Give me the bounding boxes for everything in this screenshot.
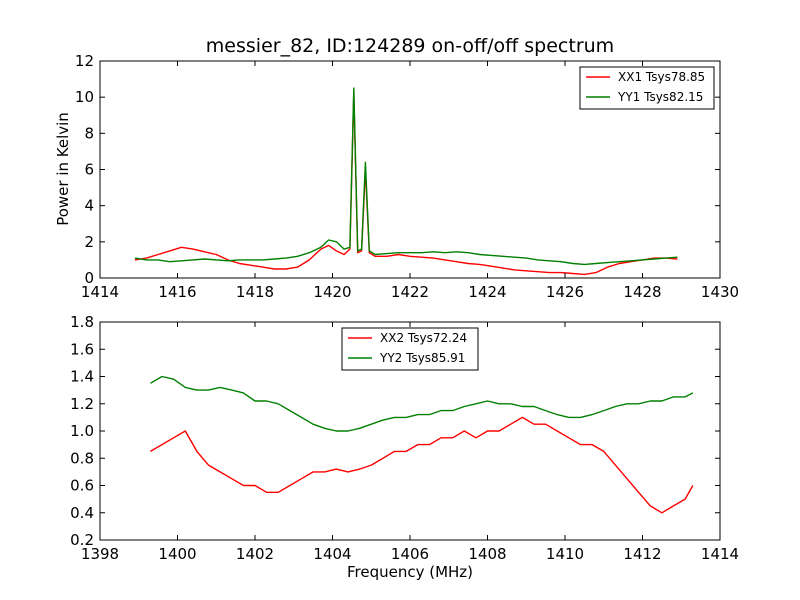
bottom-chart-y-tick-label: 1.4 xyxy=(70,368,94,386)
bottom-chart-legend-label-2: YY2 Tsys85.91 xyxy=(379,351,465,365)
top-chart-legend-label-1: XX1 Tsys78.85 xyxy=(618,70,705,84)
top-chart-series-line-2 xyxy=(134,87,678,266)
bottom-chart-series-line-1 xyxy=(150,416,694,514)
bottom-chart: 1398 1400 1402 1404 1406 1408 1410 1412 1414 0.2 0… xyxy=(70,313,739,581)
top-chart-y-tick-label: 6 xyxy=(84,161,94,179)
top-chart-x-tick-label: 1420 xyxy=(313,283,351,301)
bottom-chart-x-tick-label: 1406 xyxy=(391,545,429,563)
top-chart-y-tick-label: 0 xyxy=(84,269,94,287)
top-chart-x-tick-label: 1424 xyxy=(468,283,506,301)
bottom-chart-legend-box xyxy=(341,327,479,371)
top-chart-series-group xyxy=(134,87,678,276)
top-chart-legend-label-2: YY1 Tsys82.15 xyxy=(617,90,703,104)
top-chart-y-tick-label: 8 xyxy=(84,124,94,142)
bottom-chart-x-axis-label: Frequency (MHz) xyxy=(347,563,473,581)
top-chart-x-tick-label: 1416 xyxy=(158,283,196,301)
bottom-chart-x-tick-label: 1400 xyxy=(158,545,196,563)
top-chart-x-tick-label: 1428 xyxy=(623,283,661,301)
top-chart-y-axis-label: Power in Kelvin xyxy=(54,112,72,226)
top-chart-x-tick-label: 1430 xyxy=(701,283,739,301)
top-chart-axes: 1414 1416 1418 1420 1422 1424 1426 1428 1430 0 2 4 6… xyxy=(75,52,739,301)
top-chart-x-tick-label: 1418 xyxy=(236,283,274,301)
bottom-chart-x-tick-label: 1412 xyxy=(623,545,661,563)
top-chart-series-line-1 xyxy=(134,92,678,276)
bottom-chart-y-tick-label: 1.6 xyxy=(70,340,94,358)
bottom-chart-legend: XX2 Tsys72.24 YY2 Tsys85.91 xyxy=(341,327,479,371)
bottom-chart-series-group xyxy=(150,375,694,514)
top-chart-y-tick-label: 10 xyxy=(75,88,94,106)
top-chart-y-tick-label: 12 xyxy=(75,52,94,70)
bottom-chart-legend-label-1: XX2 Tsys72.24 xyxy=(380,331,467,345)
bottom-chart-y-tick-label: 0.4 xyxy=(70,504,94,522)
bottom-chart-series-line-2 xyxy=(150,375,694,432)
top-chart: messier_82, ID:124289 on-off/off spectru… xyxy=(54,35,739,301)
bottom-chart-y-tick-label: 0.8 xyxy=(70,449,94,467)
bottom-chart-x-tick-label: 1404 xyxy=(313,545,351,563)
top-chart-y-tick-label: 4 xyxy=(84,197,94,215)
bottom-chart-y-tick-label: 0.6 xyxy=(70,477,94,495)
top-chart-x-tick-label: 1422 xyxy=(391,283,429,301)
bottom-chart-y-tick-label: 1.2 xyxy=(70,395,94,413)
top-chart-legend-box xyxy=(579,66,715,110)
top-chart-x-tick-label: 1414 xyxy=(81,283,119,301)
bottom-chart-x-tick-label: 1398 xyxy=(81,545,119,563)
bottom-chart-x-tick-label: 1414 xyxy=(701,545,739,563)
top-chart-legend: XX1 Tsys78.85 YY1 Tsys82.15 xyxy=(579,66,715,110)
bottom-chart-y-tick-label: 0.2 xyxy=(70,531,94,549)
bottom-chart-x-tick-label: 1408 xyxy=(468,545,506,563)
bottom-chart-y-tick-label: 1.0 xyxy=(70,422,94,440)
bottom-chart-x-tick-label: 1402 xyxy=(236,545,274,563)
top-chart-title: messier_82, ID:124289 on-off/off spectru… xyxy=(206,35,614,57)
top-chart-y-tick-label: 2 xyxy=(84,233,94,251)
bottom-chart-axes: 1398 1400 1402 1404 1406 1408 1410 1412 1414 0.2 0… xyxy=(70,313,739,563)
top-chart-x-tick-label: 1426 xyxy=(546,283,584,301)
bottom-chart-x-tick-label: 1410 xyxy=(546,545,584,563)
bottom-chart-y-tick-label: 1.8 xyxy=(70,313,94,331)
